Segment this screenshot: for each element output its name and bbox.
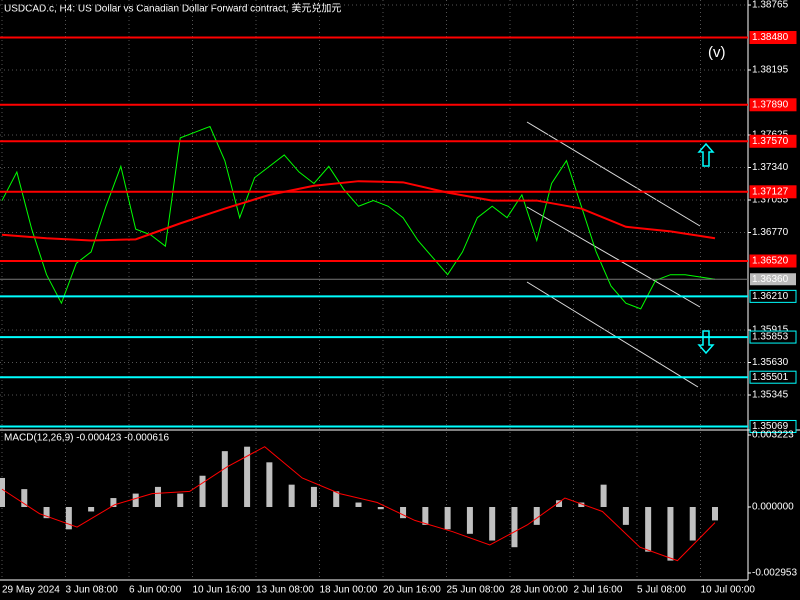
histogram-bar: [132, 493, 139, 507]
y-tick-label: 1.35345: [752, 390, 789, 401]
histogram-bar: [244, 446, 251, 507]
histogram-bar: [199, 475, 206, 507]
y-tick-label: 0.003223: [752, 430, 794, 441]
histogram-bar: [444, 506, 451, 530]
histogram-bar: [377, 506, 384, 510]
y-tick-label: 1.37055: [752, 195, 789, 206]
histogram-bar: [288, 484, 295, 507]
histogram-bar: [65, 506, 72, 530]
x-tick-label: 6 Jun 00:00: [129, 585, 182, 596]
y-tick-label: 1.36770: [752, 227, 789, 238]
level-tag: [749, 185, 797, 199]
x-tick-label: 2 Jul 16:00: [574, 585, 623, 596]
x-tick-label: 5 Jul 08:00: [637, 585, 686, 596]
level-tag: [749, 370, 797, 384]
x-tick-label: 10 Jul 00:00: [701, 585, 756, 596]
histogram-bar: [43, 506, 50, 519]
histogram-bar: [489, 506, 496, 541]
y-tick-label: 1.38195: [752, 65, 789, 76]
histogram-bar: [667, 506, 674, 561]
histogram-bar: [556, 500, 563, 507]
histogram-bar: [578, 502, 585, 507]
price-line: [1, 125, 716, 310]
level-label: 1.38480: [752, 32, 789, 43]
channel-line: [526, 121, 701, 227]
histogram-bar: [21, 489, 28, 507]
x-tick-label: 18 Jun 00:00: [320, 585, 378, 596]
level-tag: [749, 31, 797, 45]
channel-line: [526, 206, 701, 308]
level-label: 1.37570: [752, 136, 789, 147]
x-tick-label: 3 Jun 08:00: [66, 585, 119, 596]
y-tick-label: 1.37340: [752, 162, 789, 173]
histogram-bar: [645, 506, 652, 552]
level-tag: [749, 289, 797, 303]
histogram-bar: [689, 506, 696, 541]
y-tick-label: 0.000000: [752, 502, 794, 513]
level-label: 1.35069: [752, 421, 789, 432]
histogram-bar: [533, 506, 540, 525]
level-tag: [749, 419, 797, 433]
histogram-bar: [266, 462, 273, 507]
level-label: 1.37890: [752, 99, 789, 110]
last-price-label: 1.36360: [752, 274, 789, 285]
histogram-bar: [221, 451, 228, 507]
signal-line: [1, 446, 716, 562]
histogram-bar: [0, 477, 5, 507]
histogram-bar: [110, 498, 117, 507]
down-arrow: [697, 330, 715, 355]
x-tick-label: 13 Jun 08:00: [256, 585, 314, 596]
channel-line: [526, 281, 699, 388]
level-label: 1.36210: [752, 291, 789, 302]
level-label: 1.36520: [752, 256, 789, 267]
x-tick-label: 25 Jun 08:00: [447, 585, 505, 596]
histogram-bar: [422, 506, 429, 525]
last-price-tag: [750, 273, 796, 286]
histogram-bar: [333, 491, 340, 507]
chart-title: USDCAD.c, H4: US Dollar vs Canadian Doll…: [4, 2, 341, 15]
y-tick-label: -0.002953: [752, 568, 797, 579]
histogram-bar: [466, 506, 473, 534]
x-tick-label: 29 May 2024: [2, 585, 60, 596]
histogram-bar: [177, 493, 184, 507]
moving-average: [1, 180, 716, 242]
annotation: (v): [708, 44, 726, 61]
histogram-bar: [355, 502, 362, 507]
level-label: 1.37127: [752, 186, 789, 197]
histogram-bar: [310, 486, 317, 507]
histogram-bar: [600, 484, 607, 507]
level-tag: [749, 98, 797, 112]
y-tick-label: 1.35915: [752, 325, 789, 336]
macd-title: MACD(12,26,9) -0.000423 -0.000616: [4, 433, 170, 444]
level-tag: [749, 254, 797, 268]
level-tag: [749, 330, 797, 344]
histogram-bar: [622, 506, 629, 525]
up-arrow: [697, 142, 715, 167]
level-label: 1.35501: [752, 372, 789, 383]
histogram-bar: [511, 506, 518, 548]
x-tick-label: 10 Jun 16:00: [193, 585, 251, 596]
y-tick-label: 1.35630: [752, 357, 789, 368]
x-tick-label: 20 Jun 16:00: [383, 585, 441, 596]
level-tag: [749, 134, 797, 148]
histogram-bar: [712, 506, 718, 521]
histogram-bar: [400, 506, 407, 519]
y-tick-label: 1.38765: [752, 0, 789, 11]
level-label: 1.35853: [752, 332, 789, 343]
histogram-bar: [88, 506, 95, 512]
histogram-bar: [154, 486, 161, 507]
x-tick-label: 28 Jun 00:00: [510, 585, 568, 596]
